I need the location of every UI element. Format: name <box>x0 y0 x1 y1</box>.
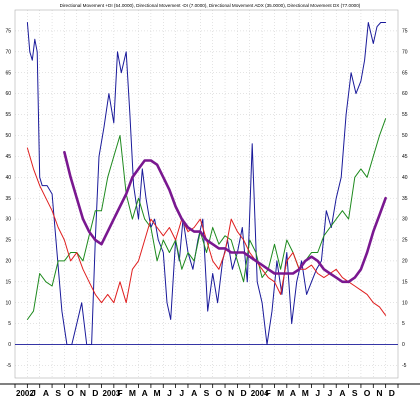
x-tick-label: S <box>55 388 61 398</box>
y-tick-label-left: 45 <box>5 154 11 160</box>
y-tick-label-left: 20 <box>5 259 11 265</box>
y-tick-label-left: 55 <box>5 112 11 118</box>
x-tick-label: J <box>315 388 320 398</box>
x-tick-label: N <box>228 388 234 398</box>
y-tick-label-right: 50 <box>402 133 408 139</box>
x-tick-label: J <box>179 388 184 398</box>
x-tick-label: S <box>204 388 210 398</box>
y-tick-label-left: 50 <box>5 133 11 139</box>
x-tick-label: 2002 <box>16 389 34 398</box>
x-tick-label: N <box>376 388 382 398</box>
y-tick-label-left: 65 <box>5 70 11 76</box>
y-tick-label-right: 75 <box>402 29 408 35</box>
x-tick-label: A <box>290 388 296 398</box>
y-tick-label-left: 75 <box>5 29 11 35</box>
x-tick-label: N <box>80 388 86 398</box>
x-tick-label: S <box>352 388 358 398</box>
grid-lines <box>15 10 398 378</box>
x-tick-label: J <box>167 388 172 398</box>
y-tick-label-left: 5 <box>8 321 11 327</box>
x-tick-label: F <box>266 388 271 398</box>
y-tick-label-left: 30 <box>5 217 11 223</box>
x-tick-label: D <box>240 388 246 398</box>
x-tick-label: A <box>142 388 148 398</box>
y-tick-label-left: -5 <box>7 363 12 369</box>
x-tick-label: F <box>117 388 122 398</box>
series-line-directional-movement-dx <box>26 22 387 345</box>
y-tick-label-right: 70 <box>402 49 408 55</box>
y-tick-label-left: 60 <box>5 91 11 97</box>
x-tick-label: O <box>216 388 223 398</box>
x-tick-label: A <box>339 388 345 398</box>
y-tick-label-right: 25 <box>402 238 408 244</box>
x-tick-label: M <box>302 388 309 398</box>
chart-title: Directional Movement +DI (54.0000), Dire… <box>60 3 361 8</box>
x-tick-label: J <box>31 388 36 398</box>
y-tick-label-left: 70 <box>5 49 11 55</box>
x-tick-label: A <box>191 388 197 398</box>
y-tick-label-right: 35 <box>402 196 408 202</box>
y-tick-label-left: 40 <box>5 175 11 181</box>
x-tick-label: M <box>277 388 284 398</box>
series-line-directional-movement-adx <box>63 150 387 284</box>
y-tick-label-left: 25 <box>5 238 11 244</box>
series-layer <box>26 22 387 345</box>
y-tick-label-right: 40 <box>402 175 408 181</box>
x-tick-label: 2003 <box>102 389 120 398</box>
x-tick-label: O <box>364 388 371 398</box>
x-tick-label: D <box>92 388 98 398</box>
y-tick-label-right: 5 <box>402 321 405 327</box>
x-tick-label: M <box>154 388 161 398</box>
y-tick-label-right: 55 <box>402 112 408 118</box>
y-tick-label-left: 10 <box>5 300 11 306</box>
y-tick-label-right: 45 <box>402 154 408 160</box>
y-tick-label-left: 35 <box>5 196 11 202</box>
x-tick-label: M <box>129 388 136 398</box>
y-tick-label-right: 15 <box>402 279 408 285</box>
series-line-directional-movement-di <box>26 118 387 320</box>
y-tick-label-right: 10 <box>402 300 408 306</box>
x-tick-label: O <box>67 388 74 398</box>
x-tick-label: A <box>43 388 49 398</box>
y-tick-label-left: 0 <box>8 342 11 348</box>
y-tick-label-right: 65 <box>402 70 408 76</box>
x-tick-label: 2004 <box>251 389 269 398</box>
x-tick-label: J <box>328 388 333 398</box>
y-tick-label-right: 0 <box>402 342 405 348</box>
y-tick-label-right: -5 <box>402 363 407 369</box>
y-tick-label-left: 15 <box>5 279 11 285</box>
y-tick-label-right: 30 <box>402 217 408 223</box>
y-tick-label-right: 20 <box>402 259 408 265</box>
x-tick-label: D <box>389 388 395 398</box>
y-tick-label-right: 60 <box>402 91 408 97</box>
plot-frame <box>14 9 399 379</box>
